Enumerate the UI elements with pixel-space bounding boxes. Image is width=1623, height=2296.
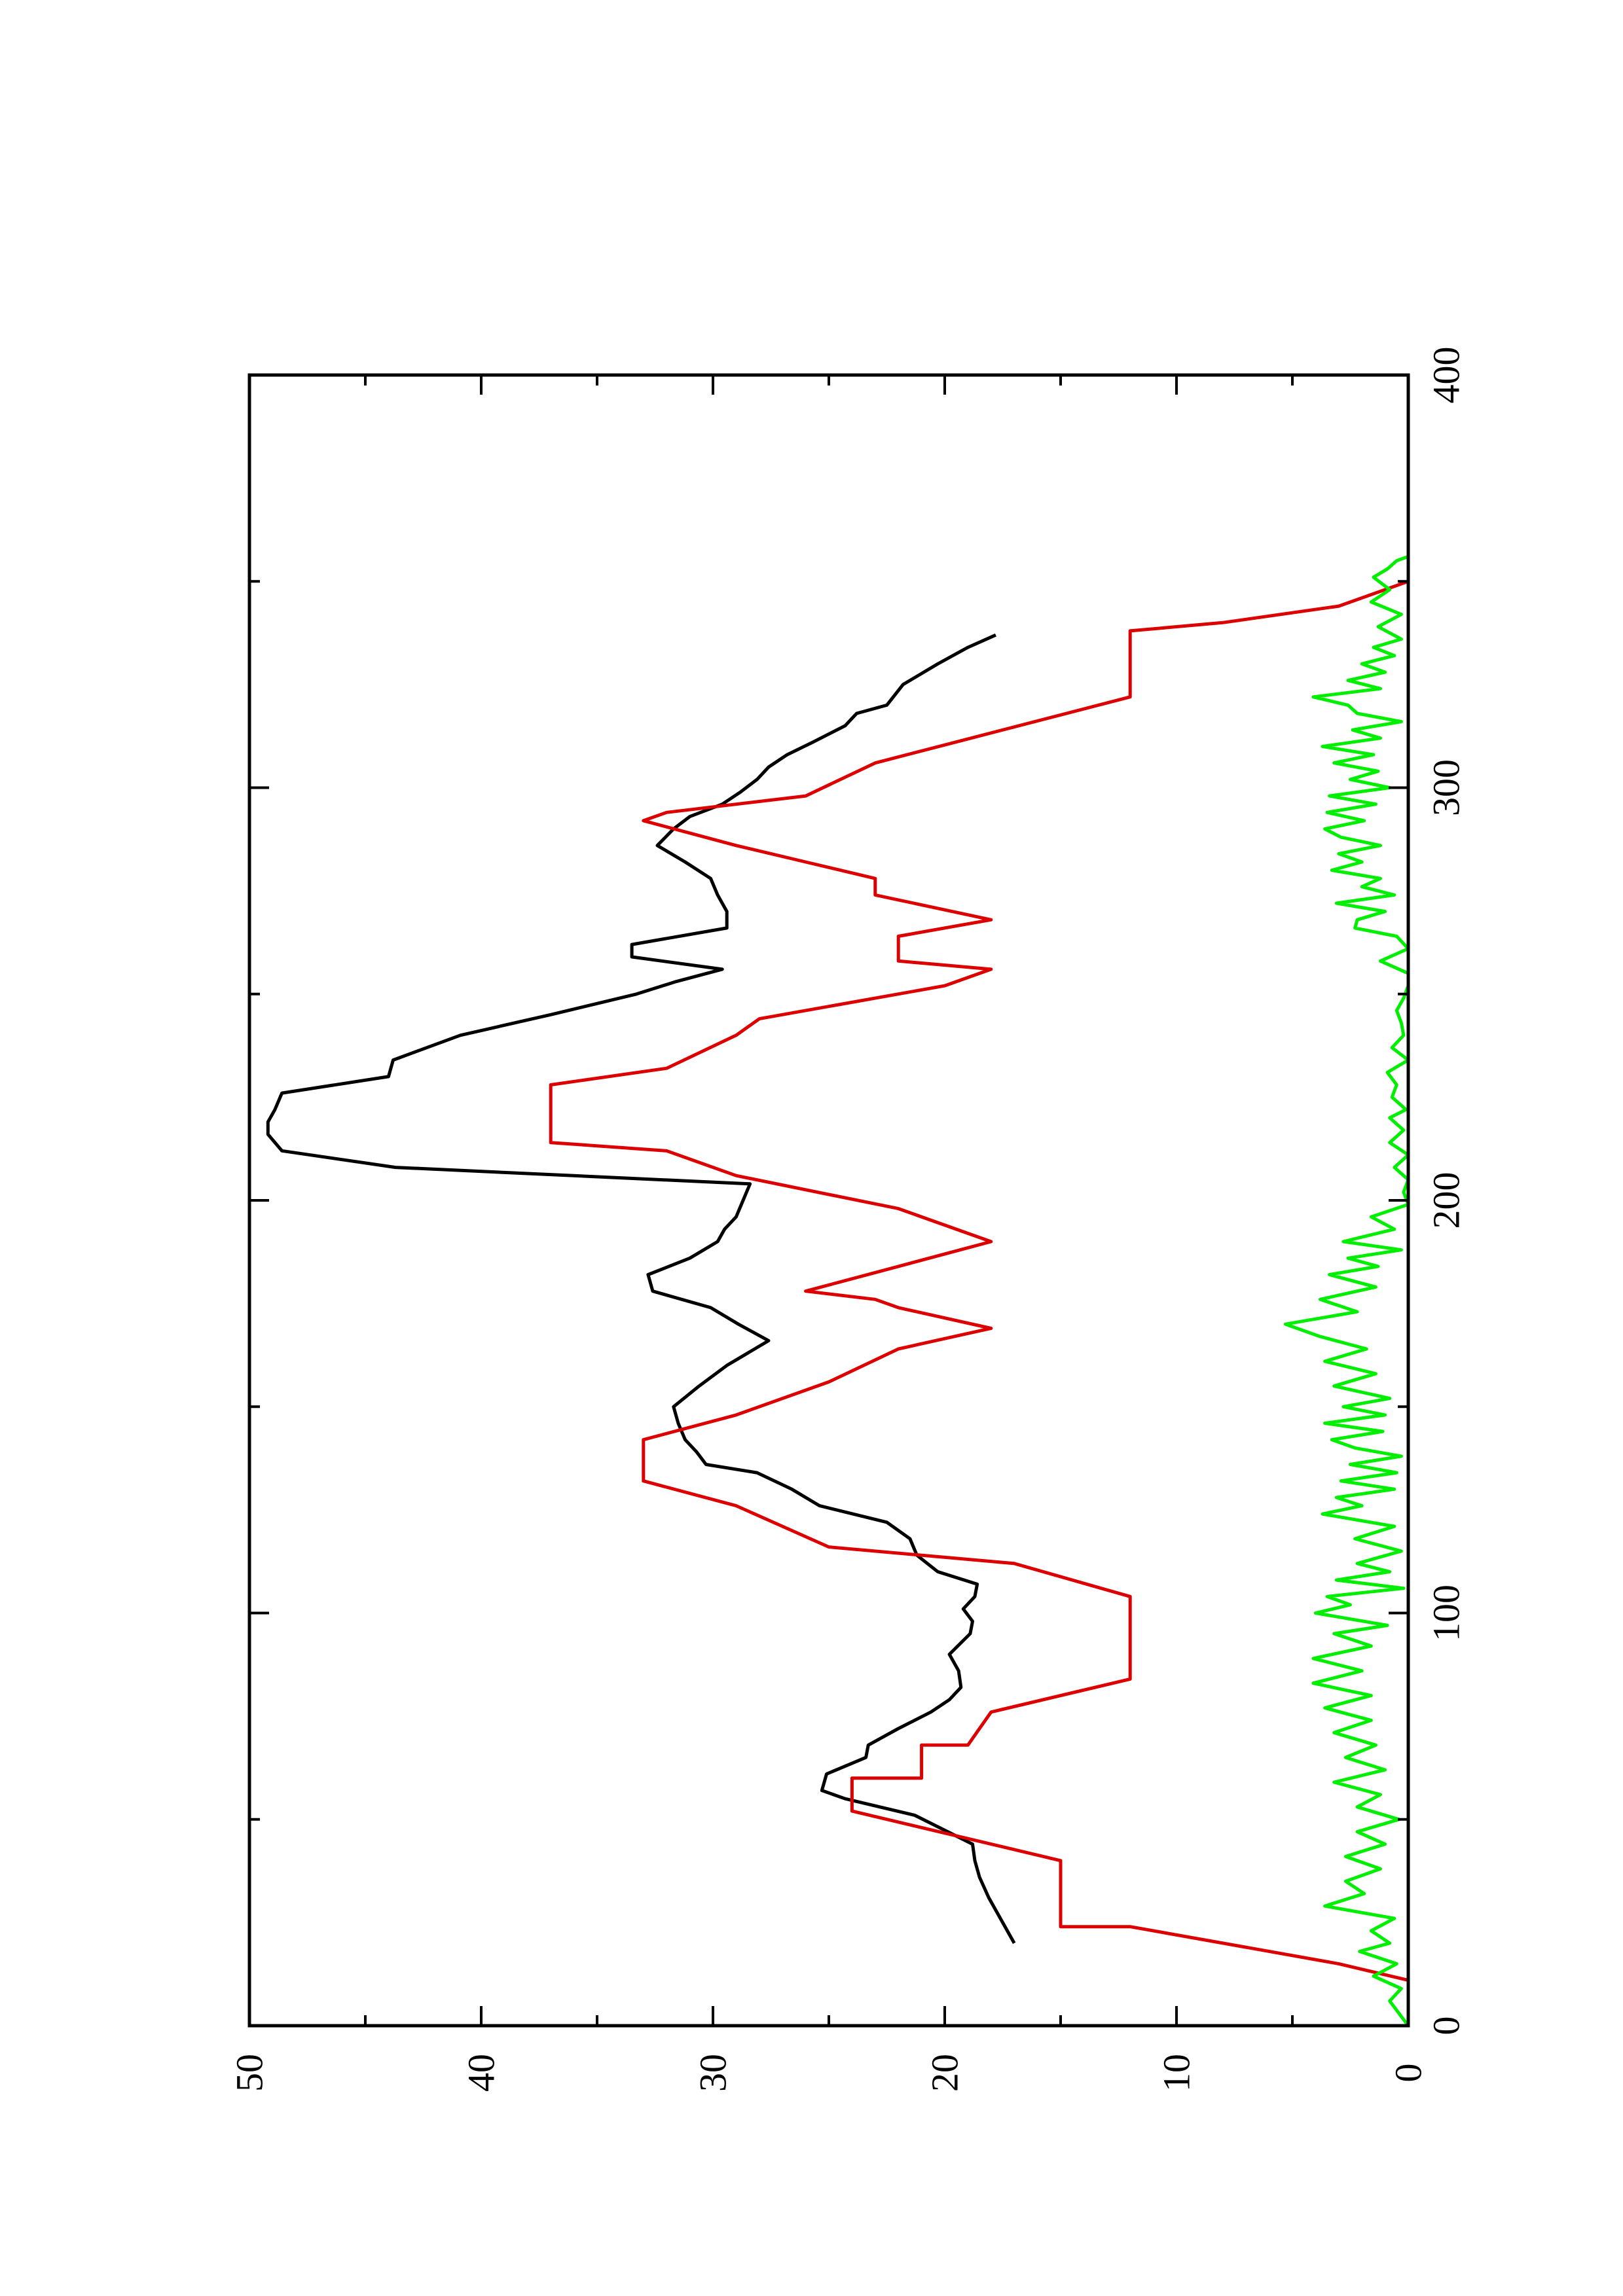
y-tick-label: 30 <box>692 2054 735 2092</box>
x-tick-label: 0 <box>1425 2017 1468 2036</box>
y-tick-label: 0 <box>1387 2064 1430 2083</box>
series-line-3 <box>1283 555 1410 2027</box>
y-tick-label: 40 <box>460 2054 503 2092</box>
y-tick-label: 20 <box>924 2054 966 2092</box>
chart-axes: 0 100 200 300 400 0 10 20 30 40 50 <box>228 347 1468 2092</box>
series-line-1 <box>266 633 1016 1945</box>
y-tick-label: 50 <box>228 2054 271 2092</box>
x-tick-label: 400 <box>1425 347 1468 404</box>
x-tick-label: 200 <box>1425 1172 1468 1229</box>
series-line-2 <box>549 375 1410 2026</box>
x-tick-label: 100 <box>1425 1585 1468 1641</box>
chart-marks <box>266 375 1410 2027</box>
x-tick-label: 300 <box>1425 759 1468 816</box>
y-tick-label: 10 <box>1156 2054 1198 2092</box>
